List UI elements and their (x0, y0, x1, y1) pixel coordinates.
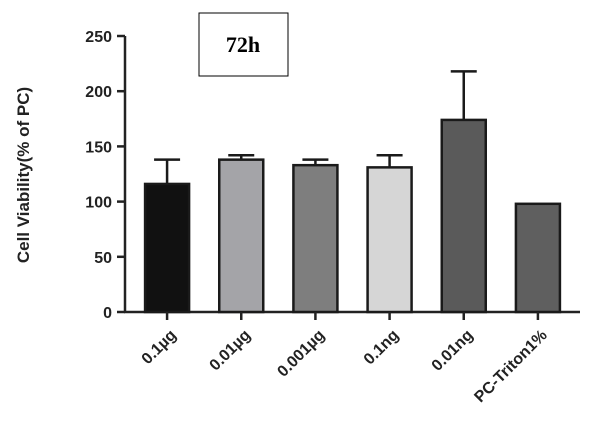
chart-title-box: 72h (198, 12, 289, 77)
y-axis-title: Cell Viability(% of PC) (14, 87, 33, 263)
y-tick-label: 150 (85, 139, 112, 156)
bar (218, 158, 265, 314)
y-tick-label: 0 (103, 305, 112, 322)
x-tick-label: PC-Triton1% (471, 327, 550, 406)
x-tick-label: 0.001µg (274, 327, 328, 381)
bar (514, 202, 562, 314)
y-axis-ticks: 0 50 100 150 200 250 (85, 29, 125, 322)
y-tick-label: 50 (94, 250, 112, 267)
y-tick-label: 100 (85, 195, 112, 212)
x-tick-label: 0.1ng (361, 327, 403, 369)
bar (366, 166, 413, 314)
x-tick-label: 0.1µg (139, 327, 180, 368)
x-tick-label: 0.01ng (429, 327, 477, 375)
bar (292, 163, 339, 314)
bar (440, 118, 487, 314)
chart-title: 72h (226, 32, 260, 57)
y-tick-label: 200 (85, 84, 112, 101)
y-tick-label: 250 (85, 29, 112, 46)
bar (143, 182, 191, 314)
title-frame (198, 12, 289, 77)
x-tick-label: 0.01µg (207, 327, 254, 374)
bars-group (143, 70, 562, 320)
